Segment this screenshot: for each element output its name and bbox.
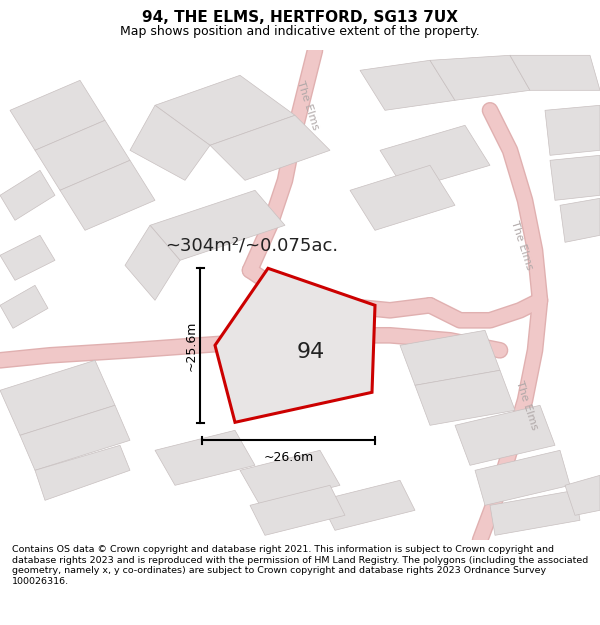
Text: The Elms: The Elms <box>509 219 535 271</box>
Polygon shape <box>20 405 130 470</box>
Polygon shape <box>490 490 580 535</box>
Polygon shape <box>130 105 210 180</box>
Polygon shape <box>155 75 295 145</box>
Polygon shape <box>400 330 500 385</box>
Polygon shape <box>0 360 115 435</box>
Polygon shape <box>150 190 285 260</box>
Polygon shape <box>360 60 455 110</box>
Polygon shape <box>510 55 600 90</box>
Polygon shape <box>0 170 55 220</box>
Text: Map shows position and indicative extent of the property.: Map shows position and indicative extent… <box>120 26 480 39</box>
Polygon shape <box>35 445 130 500</box>
Text: ~304m²/~0.075ac.: ~304m²/~0.075ac. <box>165 236 338 254</box>
Polygon shape <box>320 480 415 530</box>
Polygon shape <box>10 80 105 150</box>
Text: ~26.6m: ~26.6m <box>263 451 314 464</box>
Polygon shape <box>560 198 600 242</box>
Polygon shape <box>380 125 490 190</box>
Text: The Elms: The Elms <box>295 79 320 131</box>
Text: 94: 94 <box>297 342 325 362</box>
Polygon shape <box>35 120 130 190</box>
Polygon shape <box>350 165 455 230</box>
Polygon shape <box>550 155 600 200</box>
Polygon shape <box>240 450 340 505</box>
Polygon shape <box>60 160 155 230</box>
Polygon shape <box>455 405 555 465</box>
Polygon shape <box>430 55 530 100</box>
Text: The Elms: The Elms <box>514 379 539 431</box>
Polygon shape <box>0 235 55 280</box>
Polygon shape <box>125 225 180 300</box>
Polygon shape <box>250 485 345 535</box>
Text: ~25.6m: ~25.6m <box>185 321 197 371</box>
Polygon shape <box>565 475 600 515</box>
Polygon shape <box>210 115 330 180</box>
Text: 94, THE ELMS, HERTFORD, SG13 7UX: 94, THE ELMS, HERTFORD, SG13 7UX <box>142 10 458 25</box>
Polygon shape <box>545 105 600 155</box>
Polygon shape <box>155 430 255 485</box>
Text: Contains OS data © Crown copyright and database right 2021. This information is : Contains OS data © Crown copyright and d… <box>12 545 588 586</box>
Polygon shape <box>475 450 570 505</box>
Polygon shape <box>0 285 48 328</box>
Polygon shape <box>415 370 515 425</box>
Polygon shape <box>215 268 375 422</box>
